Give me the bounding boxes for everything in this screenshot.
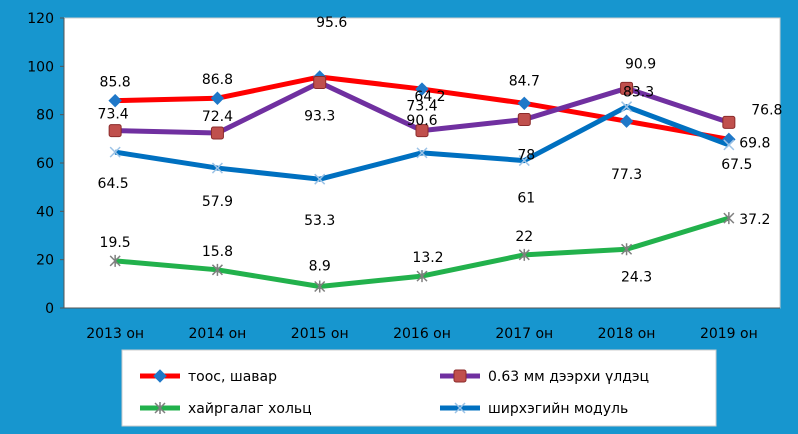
data-label: 8.9 [309, 258, 331, 274]
data-point [723, 139, 735, 151]
data-point [518, 155, 530, 167]
data-point [518, 248, 530, 261]
data-label: 90.6 [406, 113, 437, 129]
data-point [416, 147, 428, 159]
legend-marker [154, 402, 166, 414]
legend-label: ширхэгийн модуль [488, 401, 628, 417]
data-point [621, 101, 633, 113]
data-label: 15.8 [202, 244, 233, 260]
data-label: 24.3 [621, 269, 652, 285]
legend-item: ширхэгийн модуль [440, 401, 628, 417]
data-label: 76.8 [751, 102, 782, 118]
x-tick-label: 2019 он [700, 326, 758, 342]
data-point [211, 162, 223, 174]
data-label: 77.3 [611, 167, 642, 183]
x-tick-label: 2017 он [495, 326, 553, 342]
x-tick-label: 2013 он [86, 326, 144, 342]
legend-box [121, 349, 717, 427]
data-label: 73.4 [98, 107, 129, 123]
x-tick-label: 2014 он [189, 326, 247, 342]
data-point [108, 93, 122, 108]
data-point [415, 124, 429, 138]
data-label: 83.3 [623, 85, 654, 101]
data-point [314, 280, 326, 293]
x-tick-label: 2015 он [291, 326, 349, 342]
y-tick-label: 40 [36, 204, 54, 220]
x-tick-labels: 2013 он 2014 он 2015 он 2016 он 2017 он 2018 … [86, 326, 758, 342]
data-point [517, 96, 531, 111]
data-label: 64.5 [98, 176, 129, 192]
y-tick-label: 0 [45, 301, 54, 317]
y-tick-label: 20 [36, 253, 54, 269]
data-point [416, 270, 428, 283]
legend-marker [153, 369, 167, 383]
data-label: 72.4 [202, 109, 233, 125]
x-tick-label: 2016 он [393, 326, 451, 342]
data-point [722, 115, 736, 129]
data-point [210, 126, 224, 140]
legend-item: 0.63 мм дээрхи үлдэц [440, 369, 649, 385]
data-point [621, 243, 633, 256]
data-label: 78 [517, 148, 535, 164]
data-label: 69.8 [739, 135, 770, 151]
y-tick-label: 100 [27, 59, 54, 75]
data-point [619, 114, 634, 128]
y-tick-label: 60 [36, 156, 54, 172]
y-tick-label: 80 [36, 108, 54, 124]
legend-label: 0.63 мм дээрхи үлдэц [488, 369, 649, 385]
data-point [314, 173, 326, 185]
legend-marker [454, 402, 466, 414]
data-point [517, 113, 531, 126]
data-label: 93.3 [304, 109, 335, 125]
data-label: 73.4 [406, 99, 437, 115]
data-label: 86.8 [202, 72, 233, 88]
data-label: 57.9 [202, 194, 233, 210]
data-label: 37.2 [739, 212, 770, 228]
y-tick-labels: 0 20 40 60 80 100 120 [27, 11, 64, 317]
data-point [211, 263, 223, 276]
data-label: 13.2 [412, 250, 443, 266]
legend-item: хайргалаг хольц [140, 401, 312, 417]
data-point [415, 82, 429, 96]
data-point [723, 212, 735, 225]
data-label: 84.7 [509, 73, 540, 89]
legend-marker [453, 369, 467, 383]
legend-item: тоос, шавар [140, 369, 277, 385]
data-label: 85.8 [100, 75, 131, 91]
data-point [109, 146, 121, 158]
data-label: 90.9 [625, 56, 656, 72]
data-point [108, 124, 122, 138]
data-point [210, 91, 225, 105]
legend-label: хайргалаг хольц [188, 401, 312, 417]
y-tick-label: 120 [27, 11, 54, 27]
data-label: 95.6 [316, 15, 347, 31]
data-label: 22 [515, 229, 533, 245]
data-point [313, 76, 327, 90]
x-tick-label: 2018 он [598, 326, 656, 342]
data-point [109, 254, 121, 267]
data-label: 61 [517, 191, 535, 207]
data-point [620, 81, 634, 95]
data-label: 19.5 [100, 235, 131, 251]
legend: тоос, шавар 0.63 мм дээрхи үлдэц хайргалаг… [140, 369, 649, 417]
data-labels: 85.8 86.8 95.6 90.6 84.7 77.3 69.8 73.4 72.4 93.3… [98, 15, 783, 285]
legend-label: тоос, шавар [188, 369, 277, 385]
data-label: 64.2 [414, 89, 445, 105]
data-label: 53.3 [304, 213, 335, 229]
series-markers [108, 70, 736, 293]
data-label: 67.5 [721, 157, 752, 173]
